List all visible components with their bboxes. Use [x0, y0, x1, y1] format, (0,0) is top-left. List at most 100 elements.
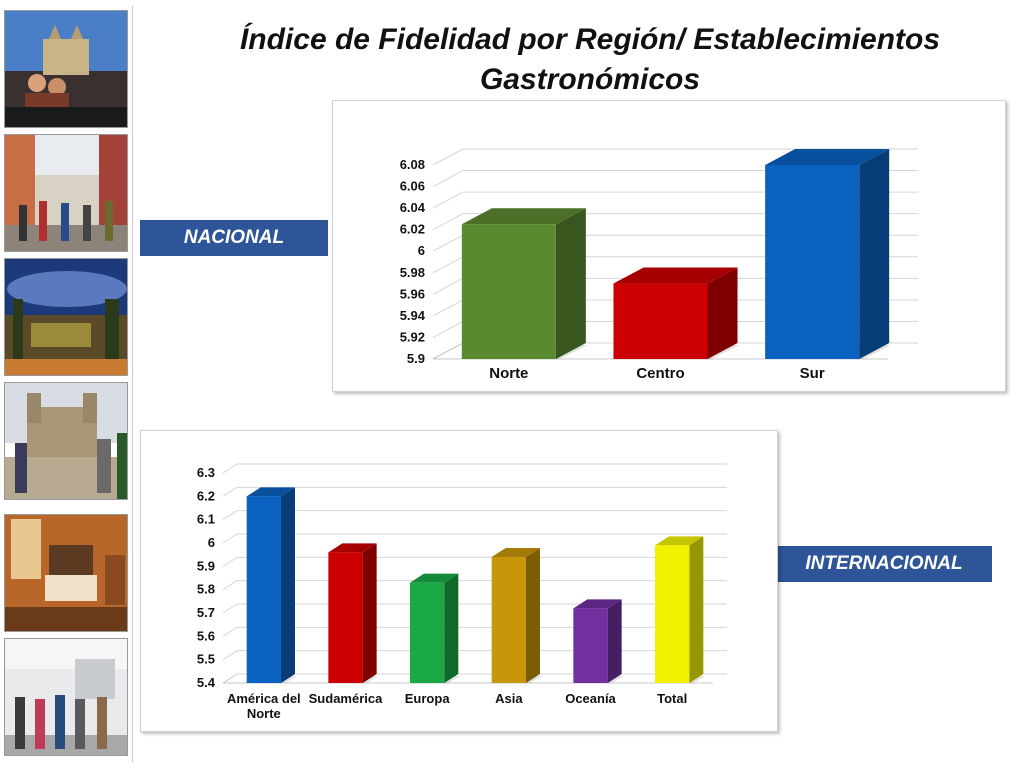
page-title: Índice de Fidelidad por Región/ Establec…: [239, 23, 941, 96]
bar-asia: [491, 548, 542, 683]
gridline-side: [432, 234, 464, 252]
bar-top: [613, 267, 738, 284]
gridlines: [222, 463, 727, 684]
bar-front: [461, 224, 556, 359]
floor-edge: [222, 673, 238, 684]
gridline-side: [222, 510, 238, 521]
y-tick-label: 5.4: [197, 675, 216, 690]
bar-side: [555, 208, 586, 359]
floor-edge: [432, 342, 464, 360]
x-tick-label: Total: [657, 691, 687, 706]
x-axis-labels: Norte Centro Sur: [489, 365, 825, 382]
y-tick-label: 5.8: [197, 582, 215, 597]
bar-top: [246, 487, 295, 497]
international-chart-frame: 5.4 5.5 5.6 5.7 5.8 5.9 6 6.1 6.2 6.3 América del N…: [140, 430, 778, 732]
gridline-side: [432, 213, 464, 231]
bar-side: [859, 149, 890, 359]
airport-crowd-photo: [4, 638, 128, 756]
bar-front: [655, 545, 690, 683]
gridline-side: [222, 556, 238, 567]
night-courtyard-photo: [4, 258, 128, 376]
photo-strip: [0, 6, 133, 762]
y-tick-label: 5.7: [197, 605, 215, 620]
bar-top: [328, 543, 377, 553]
gridline-side: [432, 299, 464, 317]
bar-centro: [613, 267, 740, 359]
bar-side: [707, 267, 738, 359]
gridline-side: [222, 486, 238, 497]
bar-side: [525, 548, 540, 683]
y-tick-label: 5.9: [197, 558, 215, 573]
national-bar-chart: 5.9 5.92 5.94 5.96 5.98 6 6.02 6.04 6.06 6.08 Nort…: [400, 148, 918, 382]
y-tick-label: 6.02: [400, 222, 425, 237]
bar-sudam-rica: [328, 543, 379, 683]
gridline-side: [432, 277, 464, 295]
gridline-side: [432, 170, 464, 187]
bar-sur: [765, 149, 892, 359]
y-axis-ticks: 5.4 5.5 5.6 5.7 5.8 5.9 6 6.1 6.2 6.3: [197, 465, 216, 690]
x-tick-label: Centro: [636, 365, 684, 382]
y-tick-label: 6.08: [400, 157, 425, 172]
gridline-side: [222, 533, 238, 544]
gridline-side: [222, 650, 238, 661]
bar-front: [410, 582, 445, 683]
bar-side: [362, 543, 377, 683]
bar-am-rica-del-norte: [246, 487, 297, 683]
bar-top: [573, 599, 622, 609]
gridline-side: [222, 626, 238, 637]
gridline-side: [222, 603, 238, 614]
y-tick-label: 5.96: [400, 286, 425, 301]
bar-top: [461, 208, 586, 225]
y-tick-label: 5.9: [407, 351, 425, 366]
gridline-side: [222, 463, 238, 474]
bar-europa: [410, 573, 461, 683]
bar-side: [280, 487, 295, 683]
nacional-label: NACIONAL: [140, 220, 328, 256]
national-chart-frame: 5.9 5.92 5.94 5.96 5.98 6 6.02 6.04 6.06 6.08 Nort…: [332, 100, 1006, 392]
bar-front: [573, 608, 608, 683]
gridline-side: [432, 321, 464, 338]
x-tick-label: América del Norte: [227, 691, 301, 721]
y-tick-label: 5.5: [197, 652, 215, 667]
bar-front: [246, 496, 281, 683]
y-tick-label: 6.3: [197, 465, 215, 480]
bar-top: [655, 536, 704, 546]
x-tick-label: Sur: [800, 365, 825, 382]
bar-norte: [461, 208, 588, 359]
church-tourists-photo: [4, 382, 128, 500]
gridline-side: [432, 256, 464, 274]
gridline-side: [222, 580, 238, 591]
y-tick-label: 6.1: [197, 512, 215, 527]
gridline-side: [432, 191, 464, 209]
bar-top: [491, 548, 540, 557]
bar-ocean-a: [573, 599, 624, 683]
internacional-label: INTERNACIONAL: [776, 546, 992, 582]
x-tick-label: Europa: [405, 691, 451, 706]
hotel-room-photo: [4, 514, 128, 632]
y-tick-label: 6.06: [400, 179, 425, 194]
y-tick-label: 5.6: [197, 628, 215, 643]
plaza-couple-photo: [4, 10, 128, 128]
y-tick-label: 5.98: [400, 265, 425, 280]
y-tick-label: 5.94: [400, 308, 426, 323]
y-tick-label: 6.04: [400, 200, 426, 215]
x-tick-label: Oceanía: [565, 691, 616, 706]
x-tick-label: Norte: [489, 365, 528, 382]
bar-front: [765, 165, 860, 359]
bars: [461, 149, 892, 359]
y-tick-label: 5.92: [400, 329, 425, 344]
y-tick-label: 6: [208, 535, 215, 550]
x-tick-label: Sudamérica: [309, 691, 383, 706]
bar-top: [410, 573, 459, 583]
bar-side: [689, 536, 704, 683]
y-tick-label: 6: [418, 243, 425, 258]
bar-front: [328, 552, 363, 683]
bar-front: [613, 283, 708, 359]
bar-total: [655, 536, 706, 683]
street-crowd-photo: [4, 134, 128, 252]
gridline-side: [432, 148, 464, 166]
bar-front: [491, 557, 526, 683]
bar-top: [765, 149, 890, 165]
bar-side: [607, 599, 622, 683]
x-axis-labels: América del Norte Sudamérica Europa Asia Ocea…: [227, 691, 687, 721]
